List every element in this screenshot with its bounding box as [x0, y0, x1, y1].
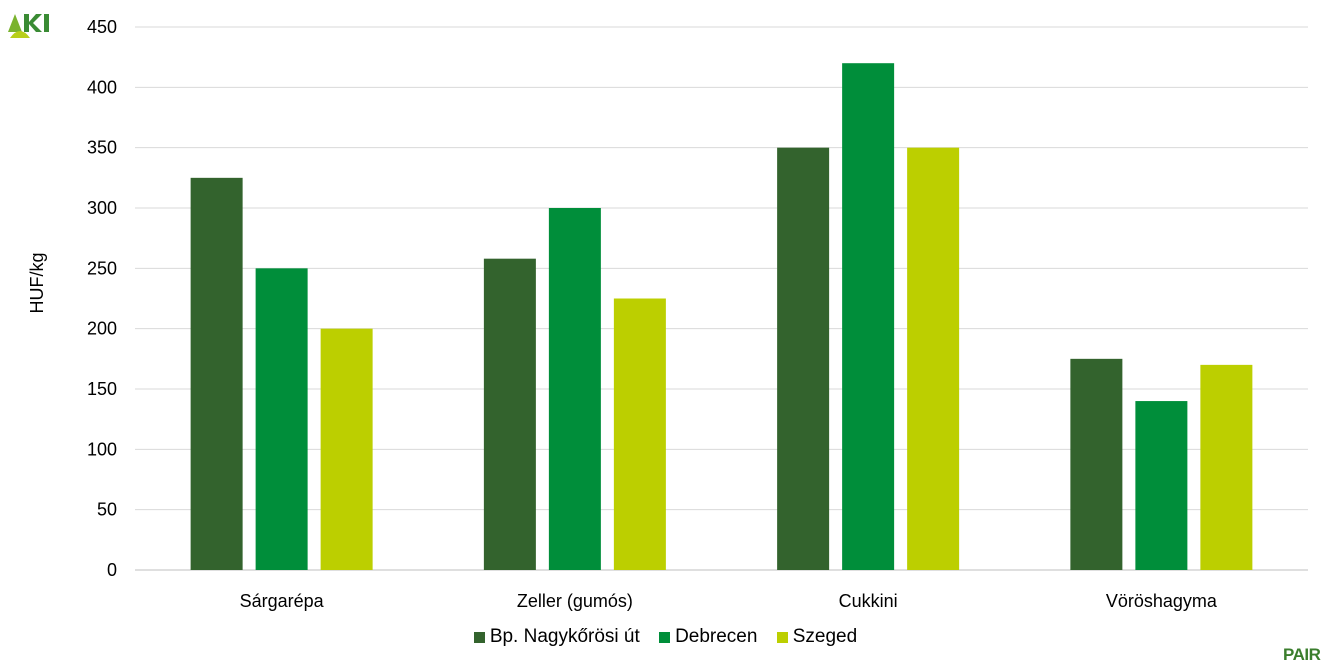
y-tick-label: 400 — [87, 77, 117, 97]
x-axis-ticks: Sárgarépa Zeller (gumós) Cukkini Vöröshagym… — [240, 591, 1218, 611]
y-tick-label: 250 — [87, 258, 117, 278]
bar — [1070, 358, 1123, 570]
legend-swatch — [776, 631, 788, 643]
y-axis-label: HUF/kg — [27, 252, 47, 313]
bar — [190, 177, 243, 571]
x-tick-label: Vöröshagyma — [1106, 591, 1218, 611]
x-tick-label: Sárgarépa — [240, 591, 325, 611]
gridlines — [135, 26, 1308, 571]
y-tick-label: 300 — [87, 198, 117, 218]
bars — [190, 63, 1253, 571]
y-tick-label: 100 — [87, 439, 117, 459]
pair-logo: PAIR — [1283, 645, 1321, 664]
legend-swatch — [473, 631, 485, 643]
bar — [777, 147, 830, 570]
legend-label: Szeged — [792, 626, 858, 647]
bar — [255, 268, 308, 570]
y-tick-label: 350 — [87, 138, 117, 158]
bar — [1135, 401, 1188, 570]
legend-item-szeged: Szeged — [776, 626, 858, 648]
legend-item-debrecen: Debrecen — [659, 626, 757, 648]
legend-swatch — [659, 631, 671, 643]
y-tick-label: 150 — [87, 379, 117, 399]
y-axis-ticks: 0 50 100 150 200 250 300 350 400 450 — [87, 17, 117, 580]
bar — [548, 208, 601, 570]
y-tick-label: 200 — [87, 319, 117, 339]
y-tick-label: 50 — [97, 500, 117, 520]
legend-item-bp: Bp. Nagykőrösi út — [473, 626, 640, 648]
legend-label: Debrecen — [675, 626, 758, 647]
legend-label: Bp. Nagykőrösi út — [489, 626, 640, 647]
aki-logo — [6, 10, 58, 45]
y-tick-label: 450 — [87, 17, 117, 37]
y-tick-label: 0 — [107, 560, 117, 580]
legend: Bp. Nagykőrösi út Debrecen Szeged — [0, 626, 1331, 649]
bar — [907, 147, 960, 570]
bar — [320, 328, 373, 570]
bar — [613, 298, 666, 570]
bar — [483, 258, 536, 570]
bar — [1200, 364, 1253, 570]
x-tick-label: Cukkini — [839, 591, 898, 611]
x-tick-label: Zeller (gumós) — [517, 591, 633, 611]
bar — [842, 63, 895, 570]
